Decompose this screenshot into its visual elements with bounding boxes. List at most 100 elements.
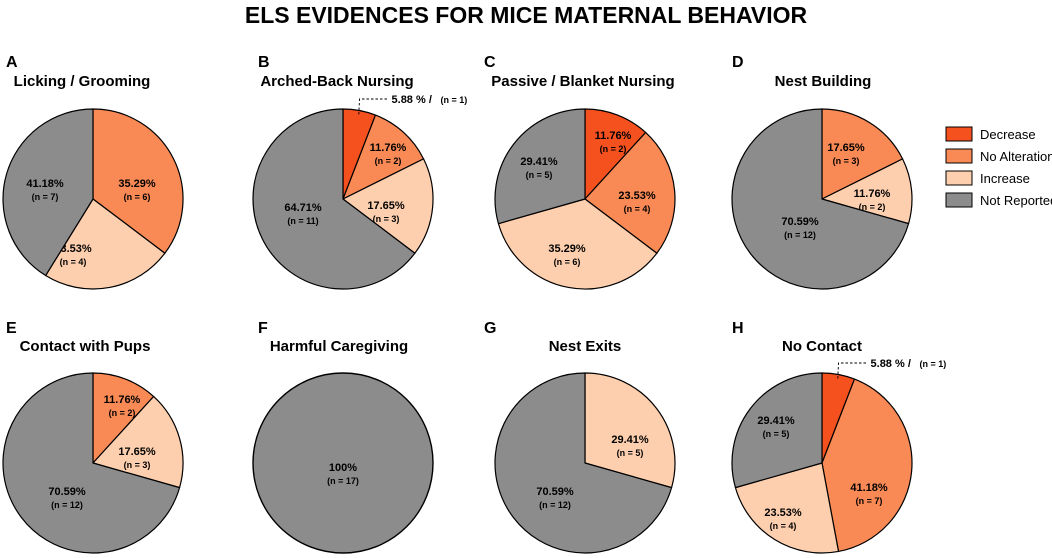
pie-slice-a-no-alteration (92, 108, 184, 254)
slice-count-a-not-reported: (n = 7) (32, 192, 59, 202)
panel-c: C Passive / Blanket Nursing 11.76% (n = 2) 2… (484, 54, 676, 290)
panel-letter-b: B (258, 54, 270, 71)
legend-item-not-reported: Not Reported (945, 192, 1052, 208)
callout-label-h: 5.88 % / (871, 358, 911, 370)
legend-swatch-not-reported (945, 192, 973, 208)
slice-count-e-not-reported: (n = 12) (51, 500, 83, 510)
panel-title-f: Harmful Caregiving (270, 338, 408, 355)
pie-slice-e-not-reported (2, 372, 181, 554)
slice-count-a-no-alteration: (n = 6) (124, 192, 151, 202)
slice-count-c-not-reported: (n = 5) (526, 170, 553, 180)
panel-letter-f: F (258, 320, 268, 337)
pie-slice-c-decrease (584, 108, 647, 200)
panel-letter-a: A (6, 54, 18, 71)
panel-title-c: Passive / Blanket Nursing (491, 73, 674, 90)
pie-slice-g-increase (584, 372, 676, 489)
slice-label-c-no-alteration: 23.53% (618, 190, 656, 202)
pie-slice-h-increase (734, 462, 840, 554)
slice-count-b-not-reported: (n = 11) (287, 216, 318, 226)
slice-count-g-not-reported: (n = 12) (539, 500, 571, 510)
pie-slice-b-no-alteration (342, 114, 425, 200)
pie-slice-e-no-alteration (92, 372, 155, 464)
legend-swatch-no-alteration (945, 148, 973, 164)
panel-letter-d: D (732, 54, 744, 71)
legend-label-increase: Increase (980, 171, 1030, 186)
panel-g: G Nest Exits 29.41% (n = 5) 70.59% (n = 12) (484, 320, 676, 554)
panel-b: B Arched-Back Nursing 5.88 % / (n = 1) 11.76… (252, 54, 468, 290)
slice-count-c-increase: (n = 6) (554, 257, 581, 267)
pie-slice-c-not-reported (494, 108, 586, 225)
panel-letter-c: C (484, 54, 496, 71)
legend-item-decrease: Decrease (945, 126, 1036, 142)
slice-count-c-decrease: (n = 2) (600, 144, 627, 154)
slice-label-f-not-reported: 100% (329, 462, 357, 474)
panel-d: D Nest Building 17.65% (n = 3) 11.76% (n = 2)… (731, 54, 913, 290)
legend: Decrease No Alteration Increase Not Reporte… (945, 126, 1052, 208)
pie-slice-c-no-alteration (584, 131, 676, 254)
slice-count-f-not-reported: (n = 17) (327, 476, 359, 486)
legend-swatch-decrease (945, 126, 973, 142)
callout-count-h: (n = 1) (920, 359, 947, 369)
slice-label-a-no-alteration: 35.29% (118, 178, 156, 190)
chart-title: ELS EVIDENCES FOR MICE MATERNAL BEHAVIOR (245, 2, 808, 28)
pie-slice-a-not-reported (2, 108, 94, 277)
legend-item-increase: Increase (945, 170, 1030, 186)
slice-count-h-not-reported: (n = 5) (763, 429, 790, 439)
panel-title-e: Contact with Pups (20, 338, 151, 355)
legend-item-no-alteration: No Alteration (945, 148, 1052, 164)
panel-letter-e: E (6, 320, 17, 337)
slice-count-d-not-reported: (n = 12) (784, 230, 816, 240)
slice-count-e-no-alteration: (n = 2) (109, 408, 136, 418)
legend-swatch-increase (945, 170, 973, 186)
pie-slice-h-not-reported (731, 372, 823, 489)
slice-count-b-no-alteration: (n = 2) (375, 156, 402, 166)
callout-leader-h (837, 362, 867, 379)
panel-letter-h: H (732, 320, 744, 337)
panel-h: H No Contact 5.88 % / (n = 1) 41.18% (n = 7) 2… (731, 320, 947, 554)
legend-label-decrease: Decrease (980, 127, 1036, 142)
slice-count-b-increase: (n = 3) (373, 214, 400, 224)
slice-count-g-increase: (n = 5) (617, 448, 644, 458)
pie-slice-c-increase (497, 198, 658, 290)
slice-label-c-decrease: 11.76% (595, 130, 632, 142)
slice-label-g-increase: 29.41% (611, 434, 649, 446)
pie-slice-g-not-reported (494, 372, 673, 554)
slice-count-c-no-alteration: (n = 4) (624, 204, 651, 214)
pie-slice-d-no-alteration (821, 108, 904, 200)
panel-title-d: Nest Building (775, 73, 872, 90)
slice-label-e-increase: 17.65% (118, 446, 156, 458)
panel-title-a: Licking / Grooming (14, 73, 151, 90)
slice-label-h-not-reported: 29.41% (757, 415, 795, 427)
slice-label-e-not-reported: 70.59% (48, 486, 86, 498)
slice-label-d-not-reported: 70.59% (781, 216, 819, 228)
slice-label-a-not-reported: 41.18% (26, 178, 64, 190)
pie-slice-b-increase (342, 158, 434, 254)
slice-label-d-no-alteration: 17.65% (827, 142, 865, 154)
panel-letter-g: G (484, 320, 496, 337)
panel-title-g: Nest Exits (549, 338, 622, 355)
slice-label-b-not-reported: 64.71% (284, 202, 322, 214)
slice-count-e-increase: (n = 3) (124, 460, 151, 470)
pie-slice-b-not-reported (252, 108, 416, 290)
slice-label-h-no-alteration: 41.18% (850, 482, 888, 494)
pie-slice-d-not-reported (731, 108, 910, 290)
slice-count-d-increase: (n = 2) (859, 202, 886, 212)
pie-slice-a-increase (45, 198, 166, 290)
pie-slice-f-not-reported (252, 372, 434, 554)
slice-label-b-no-alteration: 11.76% (370, 142, 407, 154)
slice-label-e-no-alteration: 11.76% (104, 394, 141, 406)
slice-count-h-increase: (n = 4) (770, 521, 797, 531)
slice-label-d-increase: 11.76% (854, 188, 891, 200)
pie-slice-h-no-alteration (821, 378, 913, 553)
legend-label-no-alteration: No Alteration (980, 149, 1052, 164)
callout-label-b: 5.88 % / (392, 94, 432, 106)
slice-count-d-no-alteration: (n = 3) (833, 156, 860, 166)
legend-label-not-reported: Not Reported (980, 193, 1052, 208)
slice-label-c-not-reported: 29.41% (520, 156, 558, 168)
panel-title-b: Arched-Back Nursing (260, 73, 413, 90)
callout-count-b: (n = 1) (441, 95, 468, 105)
slice-label-c-increase: 35.29% (548, 243, 586, 255)
